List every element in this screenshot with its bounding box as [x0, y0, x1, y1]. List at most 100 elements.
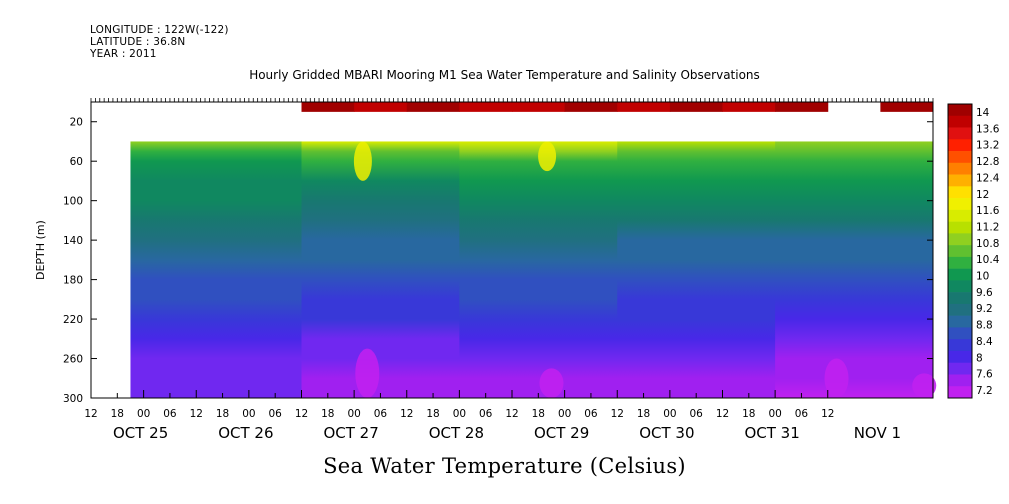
colorbar-tick-label: 9.6: [976, 287, 993, 299]
x-tick-label: 18: [426, 408, 439, 420]
colorbar-tick-label: 7.2: [976, 385, 993, 397]
x-tick-label: 06: [795, 408, 809, 420]
x-tick-label: 18: [321, 408, 334, 420]
x-tick-label: 00: [453, 408, 466, 420]
cold-pocket-3: [824, 358, 849, 398]
temperature-section-3: [617, 141, 776, 398]
x-tick-label: 12: [190, 408, 203, 420]
colorbar-swatch: [948, 339, 972, 352]
y-tick-label: 100: [63, 196, 83, 208]
surface-band-2: [406, 102, 460, 112]
colorbar-swatch: [948, 374, 972, 387]
colorbar-tick-label: 8: [976, 352, 983, 364]
colorbar-swatch: [948, 127, 972, 140]
x-tick-label: 18: [532, 408, 545, 420]
surface-band-7: [669, 102, 723, 112]
surface-band-9: [775, 102, 829, 112]
colorbar-swatch: [948, 303, 972, 316]
x-tick-label: 12: [84, 408, 97, 420]
y-axis-title: DEPTH (m): [34, 220, 47, 280]
colorbar-title: Sea Water Temperature (Celsius): [323, 454, 686, 478]
date-label: OCT 27: [323, 424, 378, 442]
date-label: OCT 31: [744, 424, 799, 442]
x-tick-label: 00: [558, 408, 571, 420]
colorbar-tick-label: 14: [976, 107, 990, 119]
colorbar-swatch: [948, 104, 972, 117]
surface-band-8: [722, 102, 776, 112]
colorbar-tick-label: 12.4: [976, 172, 1000, 184]
colorbar-swatch: [948, 327, 972, 340]
year-label: YEAR : 2011: [90, 48, 157, 60]
colorbar-tick-label: 9.2: [976, 303, 993, 315]
x-tick-label: 06: [584, 408, 598, 420]
y-tick-label: 20: [70, 117, 83, 129]
colorbar-tick-label: 10.8: [976, 238, 999, 250]
x-tick-label: 06: [163, 408, 177, 420]
colorbar-tick-label: 12.8: [976, 156, 999, 168]
y-tick-label: 60: [70, 156, 83, 168]
surface-band-4: [512, 102, 566, 112]
colorbar-tick-label: 7.6: [976, 369, 993, 381]
x-tick-label: 12: [400, 408, 413, 420]
colorbar-swatch: [948, 151, 972, 164]
colorbar-tick-label: 8.8: [976, 320, 993, 332]
colorbar-tick-label: 10.4: [976, 254, 1000, 266]
surface-band-3: [459, 102, 513, 112]
colorbar-swatch: [948, 292, 972, 305]
date-label: OCT 30: [639, 424, 694, 442]
colorbar-swatch: [948, 174, 972, 187]
colorbar-tick-label: 8.4: [976, 336, 993, 348]
warm-pocket-1: [538, 141, 557, 172]
date-label: OCT 29: [534, 424, 589, 442]
colorbar-tick-label: 13.2: [976, 140, 999, 152]
longitude-label: LONGITUDE : 122W(-122): [90, 24, 229, 36]
surface-band-6: [617, 102, 671, 112]
colorbar-swatch: [948, 115, 972, 128]
x-tick-label: 18: [637, 408, 650, 420]
surface-band-0: [301, 102, 355, 112]
x-tick-label: 12: [295, 408, 308, 420]
colorbar-swatch: [948, 186, 972, 199]
x-tick-label: 18: [216, 408, 229, 420]
chart-title: Hourly Gridded MBARI Mooring M1 Sea Wate…: [249, 68, 760, 82]
colorbar-swatch: [948, 221, 972, 234]
latitude-label: LATITUDE : 36.8N: [90, 36, 186, 48]
x-tick-label: 12: [821, 408, 834, 420]
x-tick-label: 06: [479, 408, 493, 420]
x-tick-label: 00: [137, 408, 150, 420]
warm-pocket-0: [353, 141, 372, 181]
x-tick-label: 00: [663, 408, 676, 420]
date-label: OCT 25: [113, 424, 168, 442]
x-tick-label: 00: [768, 408, 781, 420]
x-tick-label: 06: [690, 408, 704, 420]
colorbar-swatch: [948, 233, 972, 246]
colorbar-tick-label: 11.6: [976, 205, 1000, 217]
date-label: OCT 28: [429, 424, 484, 442]
temperature-section-4: [775, 141, 934, 398]
x-tick-label: 18: [742, 408, 755, 420]
y-tick-label: 220: [63, 314, 83, 326]
x-tick-label: 18: [111, 408, 124, 420]
colorbar-tick-label: 11.2: [976, 221, 999, 233]
colorbar-swatch: [948, 209, 972, 222]
surface-band-1: [354, 102, 408, 112]
surface-band-5: [564, 102, 618, 112]
colorbar-swatch: [948, 162, 972, 175]
colorbar-swatch: [948, 198, 972, 211]
temperature-section-1: [301, 141, 460, 398]
colorbar-swatch: [948, 362, 972, 375]
x-tick-label: 12: [716, 408, 729, 420]
y-tick-label: 140: [63, 235, 83, 247]
y-tick-label: 180: [63, 275, 83, 287]
cold-pocket-2: [684, 378, 709, 398]
x-tick-label: 06: [374, 408, 388, 420]
x-tick-label: 12: [505, 408, 518, 420]
colorbar-swatch: [948, 280, 972, 293]
colorbar-swatch: [948, 315, 972, 328]
date-label: OCT 26: [218, 424, 273, 442]
colorbar-tick-label: 10: [976, 271, 989, 283]
date-label: NOV 1: [854, 424, 901, 442]
cold-pocket-0: [355, 348, 380, 399]
colorbar-swatch: [948, 245, 972, 258]
